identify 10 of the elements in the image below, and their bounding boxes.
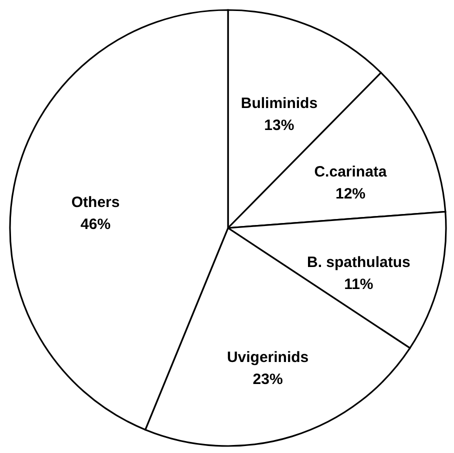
slice-label: C.carinata <box>314 163 388 180</box>
data-label: 12% <box>335 185 366 202</box>
data-label: 11% <box>344 276 374 293</box>
data-label: 13% <box>264 117 294 134</box>
slice-label: B. spathulatus <box>306 254 410 271</box>
slice-label: Others <box>71 194 120 211</box>
data-label: 46% <box>80 216 111 233</box>
slice-label: Buliminids <box>240 95 318 112</box>
slice-label: Uvigerinids <box>226 349 309 366</box>
data-label: 23% <box>252 371 283 388</box>
